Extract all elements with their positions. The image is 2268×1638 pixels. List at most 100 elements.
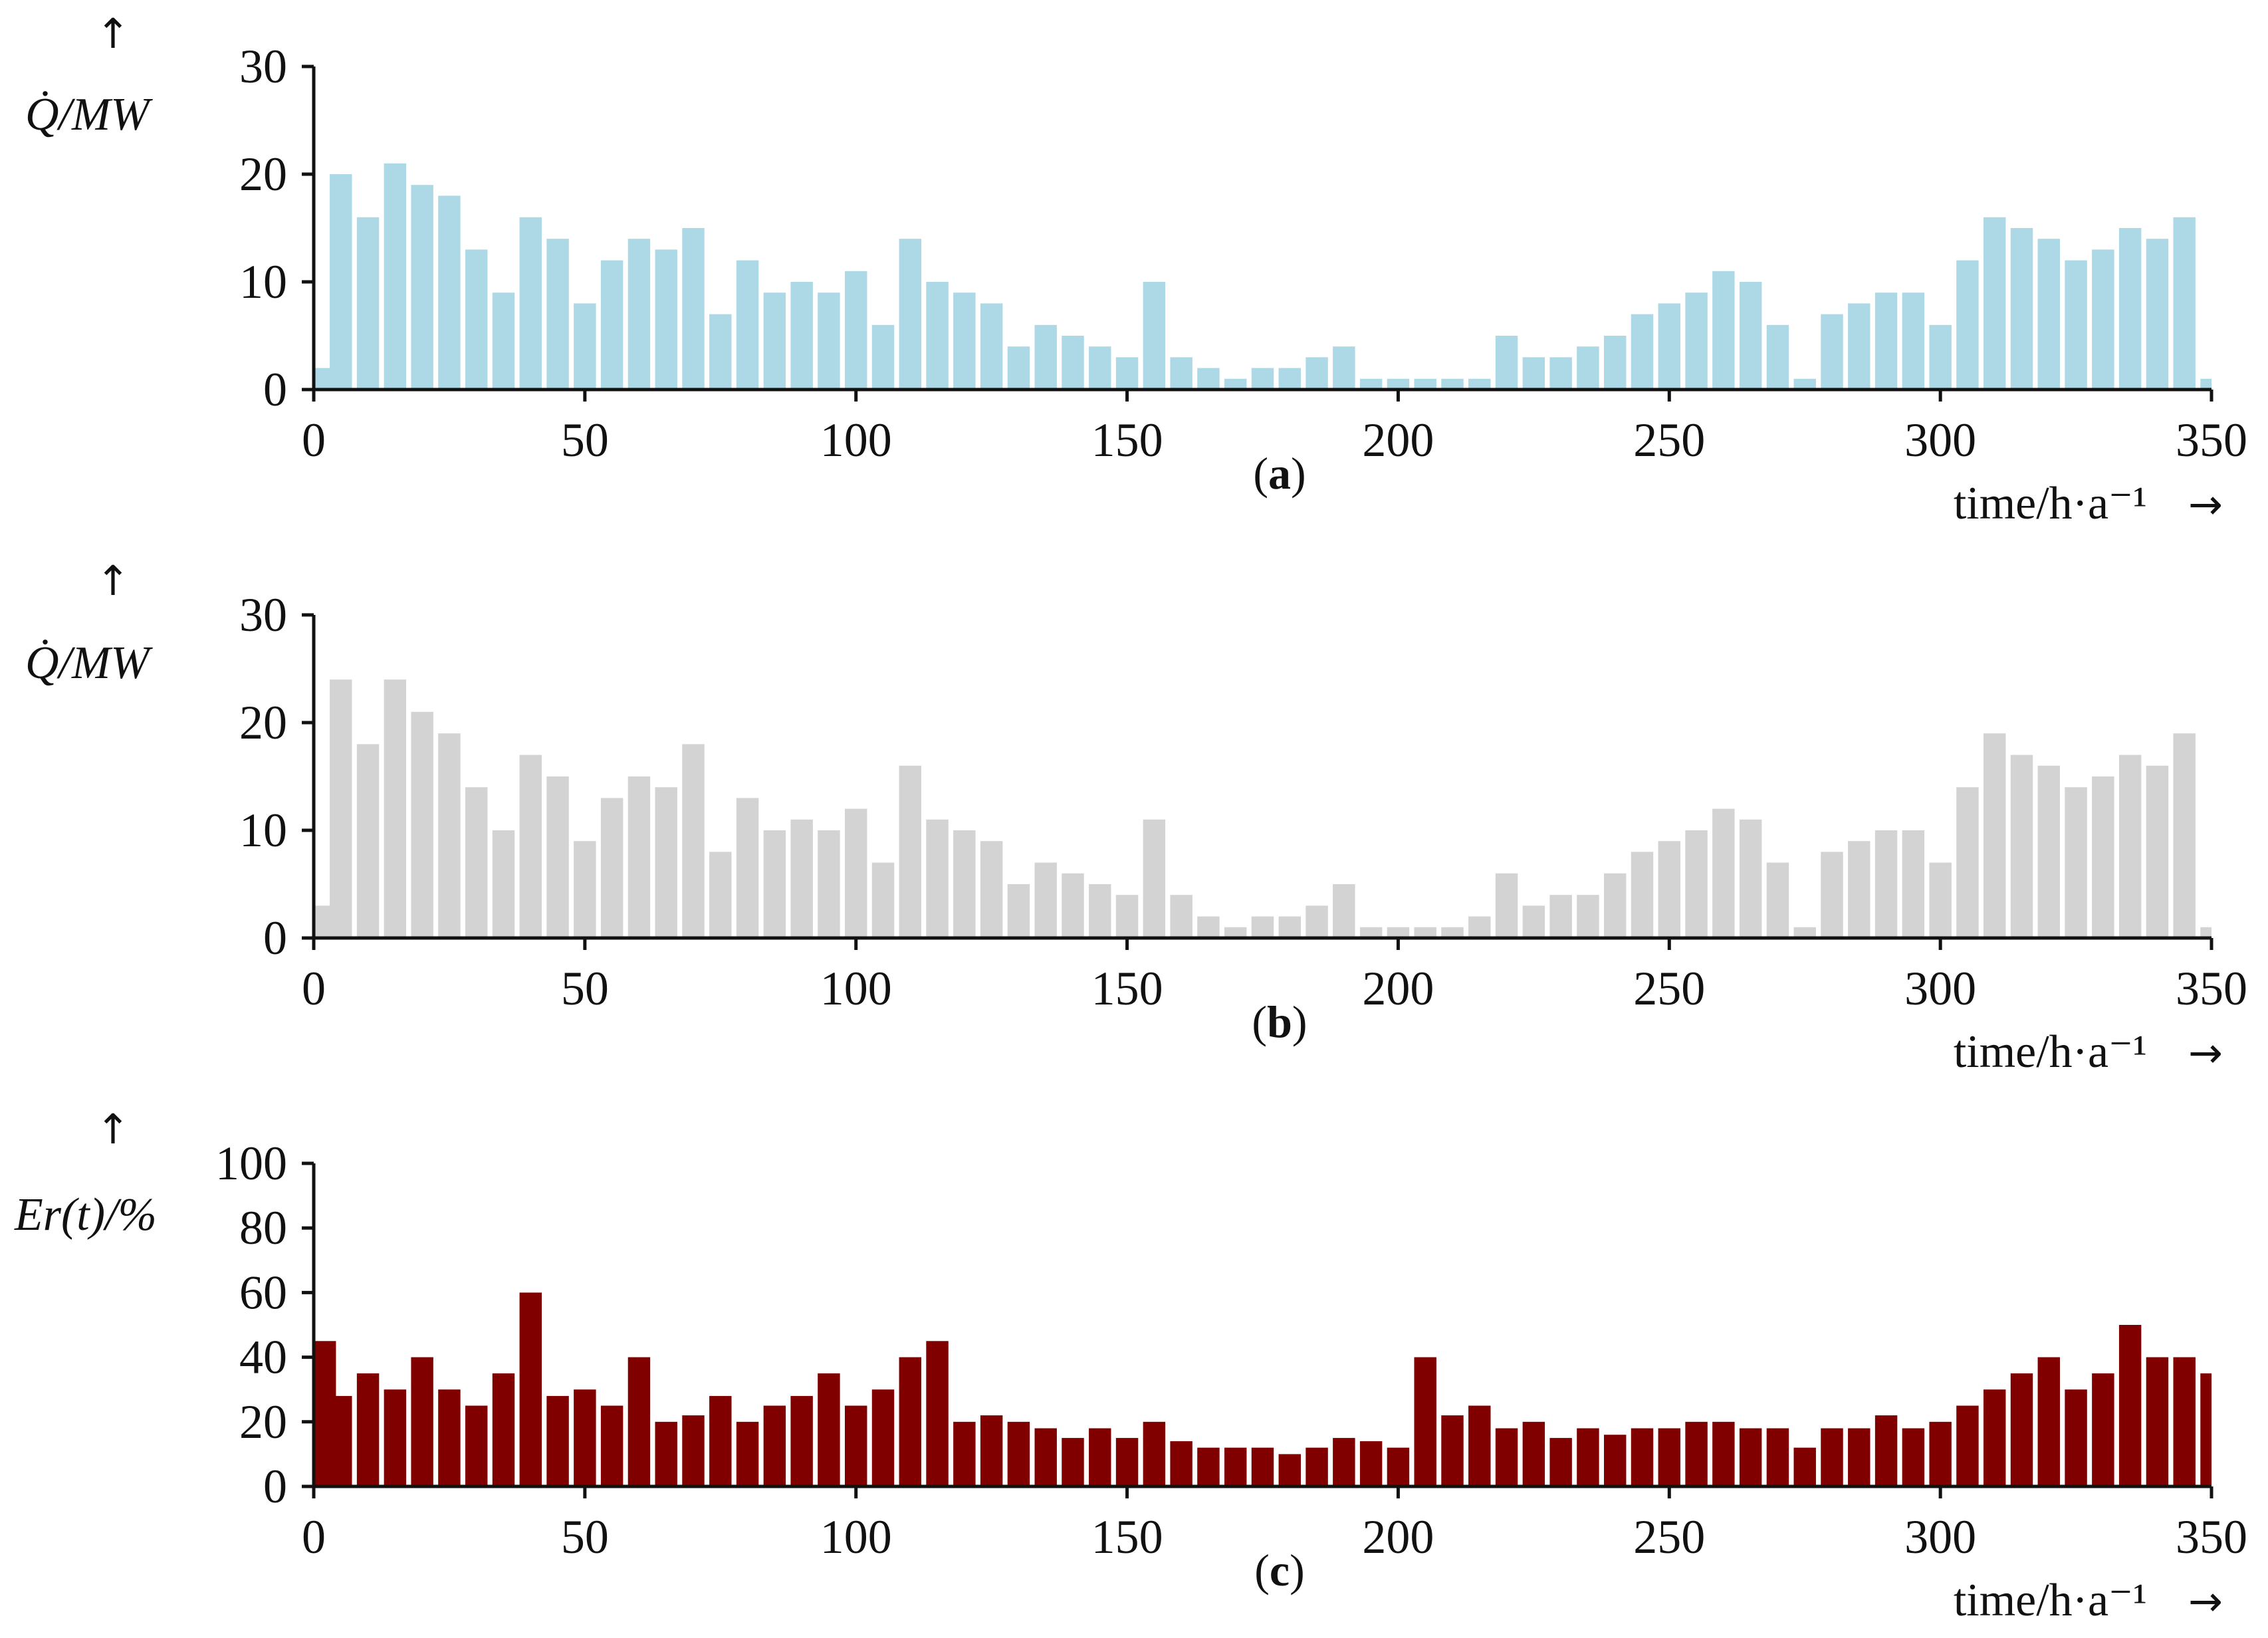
bar-b-50 [1658, 841, 1681, 938]
bar-c-45 [1522, 1421, 1545, 1486]
bar-b-54 [1766, 862, 1789, 938]
x-tick-label-b-7: 350 [2176, 962, 2247, 1015]
x-tick-label-a-0: 0 [302, 413, 326, 467]
bar-a-41 [1414, 378, 1436, 390]
bar-c-35 [1251, 1447, 1274, 1486]
bar-series-c [314, 1292, 2211, 1486]
bar-a-10 [574, 303, 596, 390]
bar-c-20 [844, 1405, 867, 1486]
bar-c-53 [1739, 1428, 1762, 1486]
bar-a-27 [1034, 324, 1057, 390]
bar-a-12 [627, 239, 651, 390]
y-tick-label-a-0: 0 [263, 363, 287, 416]
x-tick-label-b-5: 250 [1633, 962, 1705, 1015]
bar-a-16 [736, 260, 759, 390]
bar-c-42 [1441, 1415, 1464, 1486]
bar-a-56 [1821, 314, 1843, 390]
bar-a-13 [655, 249, 677, 390]
bar-c-49 [1631, 1428, 1654, 1486]
y-axis-label-a: Q̇/MW [25, 89, 153, 140]
x-axis-arrow-c: → [2188, 1577, 2223, 1625]
bar-a-40 [1387, 378, 1410, 390]
bar-b-11 [600, 798, 624, 938]
bar-a-23 [926, 282, 949, 390]
bar-b-32 [1170, 895, 1192, 938]
x-axis-label-c: time/h·a⁻¹ [1954, 1575, 2147, 1626]
y-tick-label-b-2: 20 [239, 696, 287, 749]
bar-c-24 [953, 1421, 976, 1486]
bar-a-20 [844, 271, 867, 390]
x-tick-label-b-1: 50 [561, 962, 609, 1015]
bar-c-61 [1956, 1405, 1979, 1486]
bar-a-53 [1739, 282, 1762, 390]
bar-c-25 [980, 1415, 1003, 1486]
bar-b-8 [519, 755, 542, 938]
bar-a-66 [2092, 249, 2114, 390]
bar-c-69 [2173, 1357, 2196, 1486]
y-tick-label-c-0: 0 [263, 1460, 287, 1513]
bar-c-66 [2092, 1373, 2114, 1486]
bar-c-16 [736, 1421, 759, 1486]
bar-c-65 [2065, 1389, 2087, 1486]
bar-a-55 [1793, 378, 1816, 390]
bar-b-49 [1631, 852, 1654, 938]
bar-b-19 [818, 830, 840, 938]
bar-a-59 [1902, 292, 1925, 390]
bar-c-9 [546, 1395, 569, 1486]
x-tick-label-b-2: 100 [820, 962, 892, 1015]
y-ticks-a: 0 10 20 30 [239, 40, 314, 416]
bar-b-28 [1062, 873, 1084, 938]
x-tick-label-b-3: 150 [1091, 962, 1163, 1015]
bar-b-57 [1848, 841, 1871, 938]
bar-a-42 [1441, 378, 1464, 390]
chart-panel-c: 0 50 100 150 200 250 300 350 0 20 40 60 80 100 ↑ Er(… [14, 1105, 2247, 1626]
bar-c-14 [682, 1415, 705, 1486]
bar-c-56 [1821, 1428, 1843, 1486]
bar-c-18 [790, 1395, 813, 1486]
bar-c-46 [1549, 1438, 1572, 1486]
bar-b-36 [1278, 916, 1302, 938]
bar-c-31 [1143, 1421, 1166, 1486]
bar-a-8 [519, 217, 542, 390]
x-ticks-a: 0 50 100 150 200 250 300 350 [302, 390, 2247, 467]
x-axis-arrow-b: → [2188, 1028, 2223, 1077]
bar-a-9 [546, 239, 569, 390]
bar-a-17 [763, 292, 786, 390]
x-tick-label-c-1: 50 [561, 1510, 609, 1564]
bar-a-43 [1468, 378, 1491, 390]
bar-c-52 [1712, 1421, 1735, 1486]
bar-b-6 [465, 787, 488, 938]
bar-a-45 [1522, 357, 1545, 390]
y-axis-label-b: Q̇/MW [25, 638, 153, 689]
y-tick-label-c-5: 100 [215, 1137, 287, 1190]
bar-c-32 [1170, 1441, 1192, 1486]
x-tick-label-a-2: 100 [820, 413, 892, 467]
bar-a-15 [709, 314, 732, 390]
bar-c-30 [1115, 1438, 1139, 1486]
bar-a-65 [2065, 260, 2087, 390]
x-tick-label-a-6: 300 [1904, 413, 1976, 467]
y-axis-arrow-c: ↑ [96, 1105, 130, 1153]
bar-c-40 [1387, 1447, 1410, 1486]
bar-a-67 [2118, 228, 2142, 390]
bar-b-13 [655, 787, 677, 938]
bar-b-1 [330, 679, 352, 938]
y-ticks-b: 0 10 20 30 [239, 588, 314, 965]
bar-b-10 [574, 841, 596, 938]
bar-b-42 [1441, 927, 1464, 938]
bar-series-b [314, 679, 2211, 938]
panel-label-c: (c) [1254, 1545, 1305, 1595]
y-axis-arrow-a: ↑ [96, 9, 130, 58]
bar-b-34 [1224, 927, 1247, 938]
bar-b-15 [709, 852, 732, 938]
bar-a-31 [1143, 282, 1166, 390]
bar-b-53 [1739, 819, 1762, 938]
bar-c-17 [763, 1405, 786, 1486]
bar-a-69 [2173, 217, 2196, 390]
bar-b-31 [1143, 819, 1166, 938]
bar-b-23 [926, 819, 949, 938]
bar-b-27 [1034, 862, 1057, 938]
bar-c-7 [492, 1373, 515, 1486]
bar-c-8 [519, 1292, 542, 1486]
bar-a-22 [899, 239, 922, 390]
